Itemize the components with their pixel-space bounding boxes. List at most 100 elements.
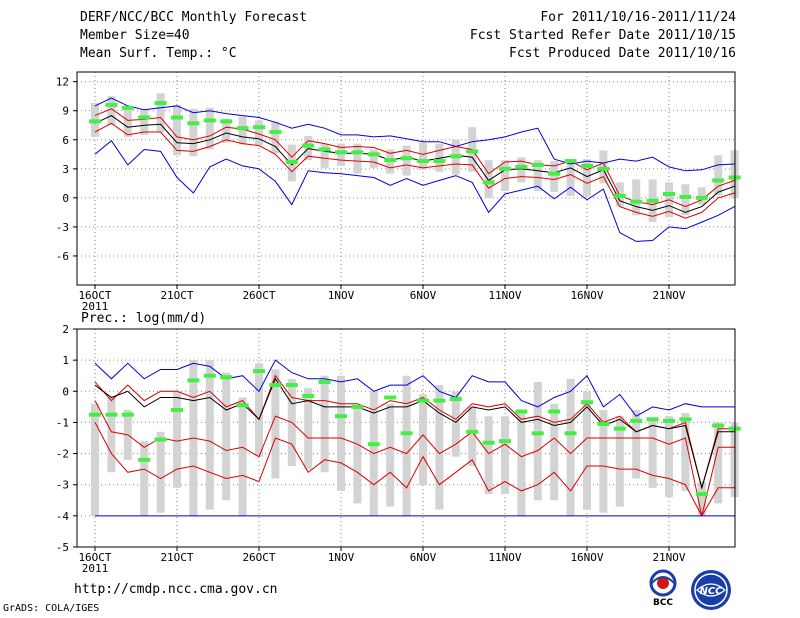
panel2-ytick-label: -2 — [56, 448, 69, 461]
panel2-obs-marker — [351, 404, 364, 409]
panel1-obs-marker — [531, 162, 544, 167]
panel2-spread-bar — [107, 397, 116, 473]
panel2-obs-marker — [318, 379, 331, 384]
footer-url[interactable]: http://cmdp.ncc.cma.gov.cn — [74, 582, 278, 597]
panel1-xtick-label: 6NOV — [410, 289, 437, 302]
panel2-series-p50 — [94, 400, 735, 517]
panel1-spread-bar — [222, 118, 231, 143]
panel1-obs-marker — [171, 115, 183, 120]
panel1-spread-bar — [419, 142, 427, 170]
panel2-xtick-label: 21NOV — [652, 551, 685, 564]
panel2-year-label: 2011 — [82, 562, 109, 575]
panel1-obs-marker — [417, 159, 429, 164]
panel2-title: Prec.: log(mm/d) — [81, 311, 206, 326]
panel2-ytick-label: 2 — [62, 323, 69, 336]
panel2-obs-marker — [515, 409, 528, 414]
panel1-obs-marker — [236, 126, 249, 131]
panel1-spread-bar — [517, 157, 526, 183]
panel2-spread-bar — [615, 416, 624, 507]
panel1-spread-bar — [435, 143, 444, 172]
panel1-obs-marker — [105, 102, 118, 107]
panel2-spread-bar — [222, 372, 231, 501]
panel1-spread-bar — [632, 179, 641, 216]
panel1-obs-marker — [89, 119, 101, 124]
panel1-obs-marker — [367, 152, 380, 157]
panel2-obs-marker — [302, 393, 315, 398]
panel1-xtick-label: 16OCT — [78, 289, 111, 302]
panel1-obs-marker — [630, 199, 643, 204]
panel2-spread-bar — [484, 416, 493, 495]
panel1-ytick-label: 3 — [62, 163, 69, 176]
panel2-obs-marker — [89, 412, 101, 417]
panel2-spread-bar — [501, 416, 509, 495]
panel2-obs-marker — [646, 417, 659, 422]
panel1-xtick-label: 26OCT — [242, 289, 275, 302]
panel2-spread-bar — [402, 375, 411, 516]
panel2-obs-marker — [400, 431, 413, 436]
panel2-ytick-label: 1 — [62, 354, 69, 367]
panel1-obs-marker — [695, 195, 708, 200]
panel2-spread-bar — [353, 406, 362, 504]
header-member-size: Member Size=40 — [80, 28, 190, 43]
panel2-spread-bar — [714, 422, 723, 504]
panel2-obs-marker — [613, 426, 626, 431]
panel2-spread-bar — [337, 375, 345, 491]
panel2-spread-bar — [238, 397, 247, 516]
panel1-obs-marker — [482, 180, 495, 185]
panel2-obs-marker — [499, 439, 511, 444]
panel2-obs-marker — [285, 383, 298, 388]
panel1-obs-marker — [712, 178, 725, 183]
panel1-plot-frame — [76, 71, 736, 286]
panel2-obs-marker — [203, 373, 216, 378]
panel1-ytick-label: 9 — [62, 105, 69, 118]
panel1-series-min — [94, 139, 735, 242]
panel2-spread-bar — [255, 363, 263, 457]
panel1-spread-bar — [156, 93, 165, 133]
panel2-spread-bar — [681, 413, 690, 491]
header-model-title: DERF/NCC/BCC Monthly Forecast — [80, 10, 307, 25]
panel2-spread-bar — [468, 406, 477, 467]
panel1-obs-marker — [597, 166, 610, 171]
header-produced-date: Fcst Produced Date 2011/10/16 — [509, 46, 736, 61]
panel1-spread-bar — [353, 143, 362, 174]
panel2-spread-bar — [632, 409, 641, 479]
panel2-obs-marker — [417, 398, 429, 403]
header-forecast-period: For 2011/10/16-2011/11/24 — [540, 10, 736, 25]
panel2-spread-bar — [435, 385, 444, 510]
panel1-series-p90 — [94, 108, 735, 208]
panel2-spread-bar — [665, 416, 673, 498]
panel2-spread-bar — [451, 391, 460, 457]
panel1-obs-marker — [187, 121, 200, 126]
ncc-logo-text: NCC — [699, 586, 723, 597]
panel1-spread-bar — [320, 143, 329, 168]
panel2-ytick-label: -3 — [56, 479, 69, 492]
panel1-obs-marker — [121, 105, 134, 110]
panel1-spread-bar — [550, 161, 559, 193]
panel2-spread-bar — [304, 388, 313, 470]
panel1-ytick-label: -3 — [56, 221, 69, 234]
panel2-obs-marker — [105, 412, 118, 417]
panel1-obs-marker — [400, 156, 413, 161]
panel2-plot-frame — [76, 328, 736, 548]
panel1-obs-marker — [679, 194, 692, 199]
panel2-obs-marker — [433, 398, 446, 403]
footer-grads-credit: GrADS: COLA/IGES — [3, 603, 100, 614]
panel2-xtick-label: 26OCT — [242, 551, 275, 564]
panel2-spread-bar — [173, 391, 181, 488]
panel2-ytick-label: 0 — [62, 385, 69, 398]
panel1-obs-marker — [269, 130, 282, 135]
panel2-obs-marker — [663, 418, 675, 423]
panel1-obs-marker — [499, 166, 511, 171]
panel1-obs-marker — [564, 159, 577, 164]
panel2-obs-marker — [187, 378, 200, 383]
panel2-spread-bar — [533, 381, 542, 501]
panel1-spread-bar — [107, 96, 116, 126]
panel2-ytick-label: -1 — [56, 416, 69, 429]
panel2-xtick-label: 1NOV — [328, 551, 355, 564]
panel2-obs-marker — [269, 383, 282, 388]
panel1-obs-marker — [220, 119, 233, 124]
panel1-obs-marker — [613, 193, 626, 198]
panel1-xtick-label: 11NOV — [488, 289, 521, 302]
panel2-obs-marker — [367, 442, 380, 447]
panel1-spread-bar — [271, 121, 280, 154]
